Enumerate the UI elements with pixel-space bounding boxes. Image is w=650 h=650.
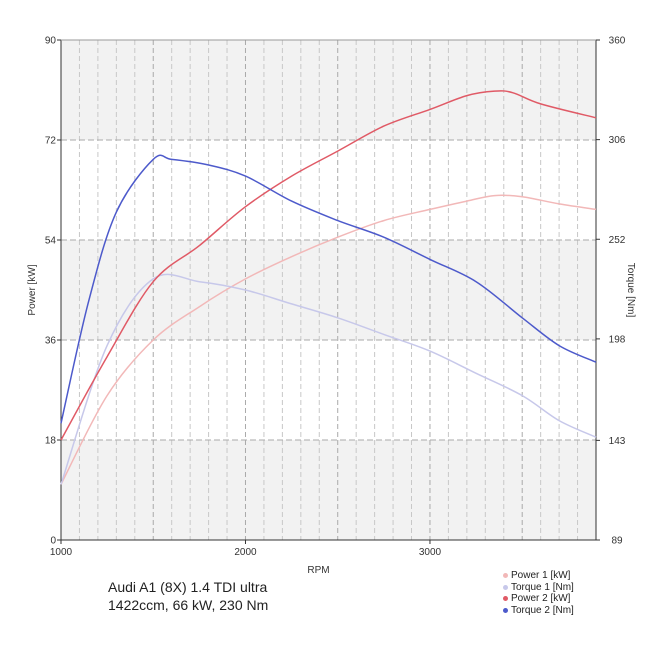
grid-band [61, 40, 596, 140]
y-tick-label-right: 198 [609, 334, 626, 345]
grid-band [61, 440, 596, 540]
y-tick-label-left: 18 [45, 436, 57, 447]
y-tick-label-right: 89 [611, 536, 623, 547]
legend-label-power-2: Power 2 [kW] [511, 593, 571, 604]
x-axis-label: RPM [307, 565, 329, 576]
y-axis-label-right: Torque [Nm] [625, 263, 636, 318]
legend-swatch-power-2 [503, 596, 508, 602]
y-tick-label-right: 360 [609, 36, 626, 47]
legend-item-torque-2: Torque 2 [Nm] [503, 605, 574, 617]
series-line-torque-2 [60, 154, 597, 424]
y-tick-label-left: 90 [45, 36, 57, 47]
y-tick-label-right: 252 [609, 235, 626, 246]
legend-label-torque-2: Torque 2 [Nm] [511, 604, 574, 616]
legend-item-power-2: Power 2 [kW] [503, 593, 574, 605]
caption-line-1: Audi A1 (8X) 1.4 TDI ultra [108, 579, 268, 595]
caption-line-2: 1422ccm, 66 kW, 230 Nm [108, 597, 269, 613]
legend-swatch-torque-1 [503, 584, 508, 590]
x-tick-label: 3000 [419, 547, 442, 558]
series-line-torque-1 [60, 273, 597, 485]
y-tick-label-left: 0 [50, 536, 56, 547]
legend-swatch-power-1 [503, 573, 508, 579]
legend-item-torque-1: Torque 1 [Nm] [503, 582, 574, 594]
chart-caption: Audi A1 (8X) 1.4 TDI ultra 1422ccm, 66 k… [108, 578, 268, 614]
series-line-power-1 [60, 194, 597, 485]
x-tick-label: 2000 [234, 547, 257, 558]
y-tick-label-left: 36 [45, 336, 57, 347]
y-tick-label-right: 306 [609, 135, 626, 146]
grid-band [61, 240, 596, 340]
legend-label-torque-1: Torque 1 [Nm] [511, 581, 574, 593]
y-tick-label-right: 143 [609, 436, 626, 447]
y-axis-label-left: Power [kW] [27, 264, 38, 315]
y-tick-label-left: 72 [45, 136, 57, 147]
legend-item-power-1: Power 1 [kW] [503, 570, 574, 582]
series-line-power-2 [60, 90, 597, 441]
x-tick-label: 1000 [50, 547, 73, 558]
legend: Power 1 [kW] Torque 1 [Nm] Power 2 [kW] … [503, 570, 574, 616]
y-tick-label-left: 54 [45, 236, 57, 247]
legend-label-power-1: Power 1 [kW] [511, 570, 571, 581]
legend-swatch-torque-2 [503, 607, 508, 613]
